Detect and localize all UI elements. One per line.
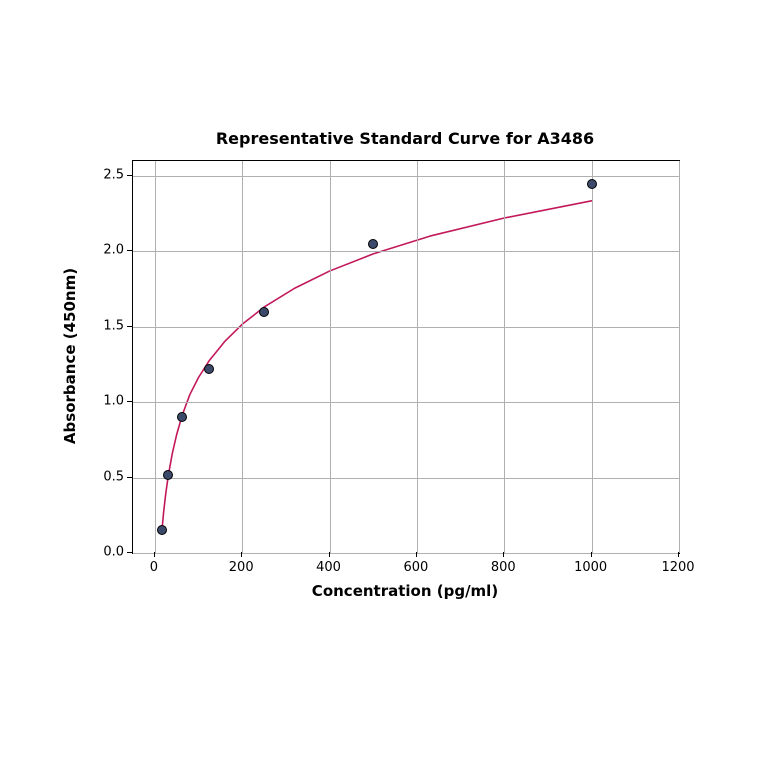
grid-line-horizontal bbox=[133, 478, 679, 479]
x-tick-label: 1200 bbox=[661, 560, 694, 575]
grid-line-horizontal bbox=[133, 553, 679, 554]
y-tick-label: 1.5 bbox=[103, 318, 124, 333]
x-tick-label: 1000 bbox=[574, 560, 607, 575]
x-tick bbox=[503, 552, 504, 557]
x-tick-label: 0 bbox=[150, 560, 158, 575]
y-tick-label: 0.5 bbox=[103, 469, 124, 484]
chart-figure: Representative Standard Curve for A3486 … bbox=[0, 0, 764, 764]
data-point-marker bbox=[177, 412, 187, 422]
grid-line-vertical bbox=[592, 161, 593, 553]
y-tick bbox=[127, 250, 132, 251]
x-tick bbox=[591, 552, 592, 557]
x-tick bbox=[154, 552, 155, 557]
data-point-marker bbox=[157, 525, 167, 535]
x-axis-label: Concentration (pg/ml) bbox=[312, 582, 498, 600]
grid-line-horizontal bbox=[133, 327, 679, 328]
y-tick-label: 2.5 bbox=[103, 168, 124, 183]
y-tick bbox=[127, 477, 132, 478]
x-tick-label: 200 bbox=[229, 560, 254, 575]
grid-line-horizontal bbox=[133, 176, 679, 177]
x-tick bbox=[329, 552, 330, 557]
grid-line-horizontal bbox=[133, 402, 679, 403]
x-tick bbox=[678, 552, 679, 557]
x-tick bbox=[241, 552, 242, 557]
plot-area bbox=[132, 160, 680, 554]
y-tick bbox=[127, 401, 132, 402]
y-axis-label: Absorbance (450nm) bbox=[61, 268, 79, 444]
chart-title: Representative Standard Curve for A3486 bbox=[216, 129, 594, 148]
x-tick-label: 800 bbox=[491, 560, 516, 575]
data-point-marker bbox=[587, 179, 597, 189]
x-tick-label: 400 bbox=[316, 560, 341, 575]
fit-curve bbox=[133, 161, 679, 553]
grid-line-vertical bbox=[242, 161, 243, 553]
grid-line-horizontal bbox=[133, 251, 679, 252]
data-point-marker bbox=[368, 239, 378, 249]
data-point-marker bbox=[259, 307, 269, 317]
x-tick bbox=[416, 552, 417, 557]
grid-line-vertical bbox=[504, 161, 505, 553]
grid-line-vertical bbox=[417, 161, 418, 553]
y-tick-label: 0.0 bbox=[103, 545, 124, 560]
data-point-marker bbox=[163, 470, 173, 480]
grid-line-vertical bbox=[679, 161, 680, 553]
y-tick-label: 1.0 bbox=[103, 394, 124, 409]
y-tick-label: 2.0 bbox=[103, 243, 124, 258]
y-tick bbox=[127, 326, 132, 327]
y-tick bbox=[127, 552, 132, 553]
grid-line-vertical bbox=[330, 161, 331, 553]
data-point-marker bbox=[204, 364, 214, 374]
x-tick-label: 600 bbox=[403, 560, 428, 575]
grid-line-vertical bbox=[155, 161, 156, 553]
y-tick bbox=[127, 175, 132, 176]
